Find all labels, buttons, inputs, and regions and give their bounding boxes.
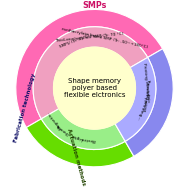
Text: flexible elctronics: flexible elctronics (64, 92, 125, 98)
Wedge shape (125, 49, 173, 156)
Text: Thiol-ene/acrylate SMP (Tr: 70 °C): Thiol-ene/acrylate SMP (Tr: 70 °C) (55, 32, 124, 43)
Text: Actuation methods: Actuation methods (66, 128, 86, 186)
Text: Light- ...: Light- ... (66, 131, 84, 141)
Wedge shape (26, 119, 134, 167)
Text: SMPs: SMPs (82, 1, 107, 10)
Text: methacrylate based SMP (Tr: -50~+180°C): methacrylate based SMP (Tr: -50~+180°C) (61, 27, 149, 50)
Wedge shape (41, 109, 125, 149)
Wedge shape (115, 57, 156, 141)
Text: Magnetic-: Magnetic- (46, 110, 62, 130)
Text: Electro-: Electro- (79, 136, 96, 142)
Text: Transfer pnting: Transfer pnting (142, 78, 150, 111)
Circle shape (53, 47, 136, 129)
Text: SMPU (Tr: 45°C)...: SMPU (Tr: 45°C)... (59, 32, 94, 49)
Wedge shape (16, 9, 163, 127)
Text: Printing electronic: Printing electronic (142, 63, 150, 103)
Text: polyer based: polyer based (72, 85, 117, 91)
Text: Chemo-: Chemo- (55, 122, 71, 136)
Wedge shape (33, 27, 148, 119)
Text: Shape memory: Shape memory (68, 78, 121, 84)
Text: Fabrication technology: Fabrication technology (14, 73, 37, 143)
Text: 4D printing...: 4D printing... (136, 92, 150, 120)
